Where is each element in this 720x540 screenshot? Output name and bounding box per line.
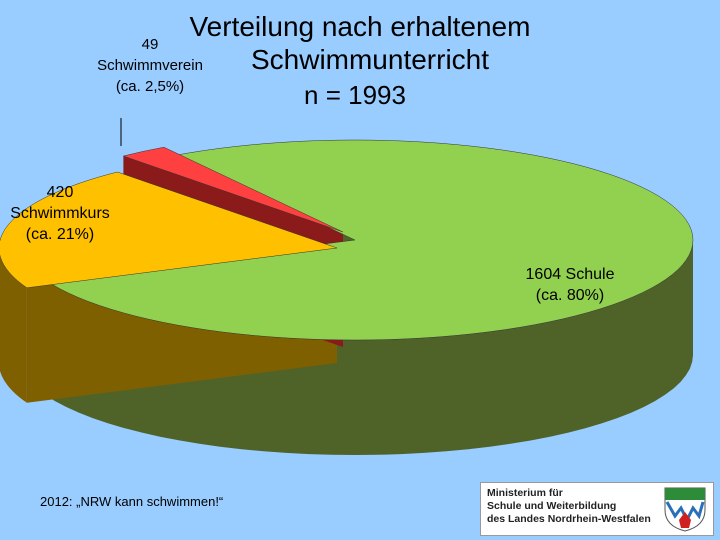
chart-title-n: n = 1993 [304, 80, 406, 110]
label-schule-percent: (ca. 80%) [535, 287, 605, 304]
label-schule: 1604 Schule (ca. 80%) [500, 264, 640, 306]
label-verein: 49 Schwimmverein (ca. 2,5%) [60, 34, 240, 97]
ministry-line3: des Landes Nordrhein-Westfalen [487, 513, 651, 525]
pie-side-schule [44, 240, 693, 455]
pie-group [0, 118, 694, 455]
label-kurs-percent: (ca. 21%) [25, 226, 95, 243]
pie-slice-schwimmkurs [0, 171, 338, 289]
ministry-line1: Ministerium für [487, 487, 563, 499]
label-verein-count: 49 [141, 36, 159, 53]
label-kurs-name: Schwimmkurs [10, 205, 110, 222]
label-verein-name: Schwimmverein [97, 57, 203, 74]
ministry-line2: Schule und Weiterbildung [487, 500, 617, 512]
chart-title-line1: Verteilung nach erhaltenem [189, 11, 531, 42]
pie-slice-schwimmverein [122, 146, 344, 233]
footer-caption: 2012: „NRW kann schwimmen!“ [40, 494, 224, 509]
ministry-logo-box: Ministerium für Schule und Weiterbildung… [480, 482, 714, 536]
chart-title-line2: Schwimmunterricht [250, 44, 490, 75]
label-kurs: 420 Schwimmkurs (ca. 21%) [0, 182, 130, 245]
ministry-text: Ministerium für Schule und Weiterbildung… [487, 487, 651, 526]
pie-side-schwimmkurs [0, 255, 27, 403]
label-kurs-count: 420 [46, 184, 74, 201]
nrw-coat-of-arms-icon [664, 487, 706, 532]
label-verein-percent: (ca. 2,5%) [115, 78, 185, 95]
label-schule-count: 1604 Schule [525, 266, 615, 283]
pie-slice-schule [44, 139, 694, 341]
